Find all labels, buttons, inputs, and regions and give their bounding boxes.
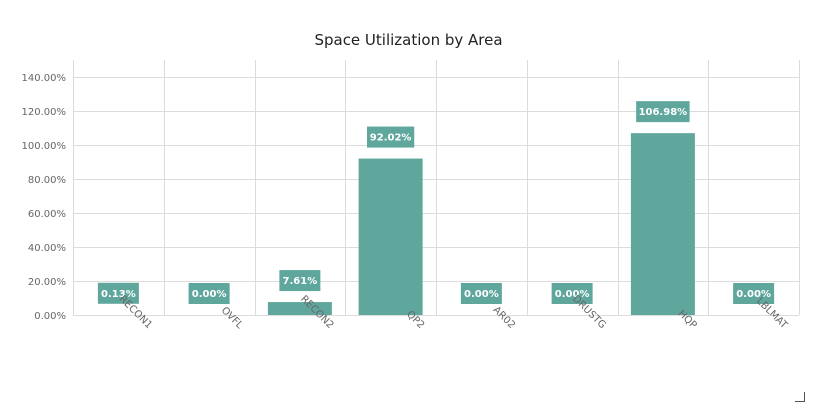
data-label-box	[97, 282, 139, 304]
x-tick-label: HQP	[676, 308, 699, 331]
x-tick-label: QP2	[404, 309, 426, 331]
data-label-box	[367, 126, 415, 148]
x-tick-label: AR02	[491, 305, 518, 332]
bar	[267, 302, 332, 315]
data-label: 0.00%	[736, 289, 771, 300]
data-label-box	[188, 283, 230, 304]
chart-title: Space Utilization by Area	[314, 31, 503, 49]
y-tick-label: 20.00%	[28, 277, 66, 288]
y-tick-label: 60.00%	[28, 209, 66, 220]
y-tick-label: 80.00%	[28, 175, 66, 186]
y-tick-label: 40.00%	[28, 243, 66, 254]
resize-handle-icon[interactable]	[795, 392, 805, 402]
data-label: 0.00%	[464, 289, 499, 300]
data-label: 0.00%	[555, 289, 590, 300]
y-tick-label: 100.00%	[22, 141, 67, 152]
x-tick-label: OVFL	[219, 305, 245, 331]
bar	[358, 158, 423, 315]
data-label-box	[279, 270, 321, 292]
data-label-box	[460, 283, 502, 304]
data-label: 7.61%	[283, 276, 318, 287]
data-label: 0.00%	[192, 289, 227, 300]
data-label: 92.02%	[370, 133, 412, 144]
y-tick-label: 140.00%	[22, 73, 67, 84]
data-label-box	[636, 101, 690, 123]
data-label-box	[733, 283, 775, 304]
y-tick-label: 0.00%	[34, 311, 66, 322]
bar	[630, 133, 695, 315]
data-label: 0.13%	[101, 289, 136, 300]
data-label-box	[551, 283, 593, 304]
y-tick-label: 120.00%	[22, 107, 67, 118]
data-label: 106.98%	[639, 107, 688, 118]
